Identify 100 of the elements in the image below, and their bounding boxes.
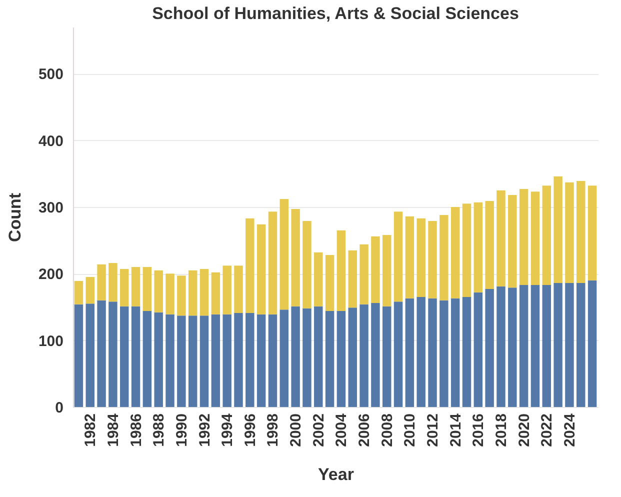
bar xyxy=(588,186,597,280)
bar xyxy=(211,314,220,407)
bar xyxy=(440,215,448,300)
y-axis-title: Count xyxy=(5,192,24,242)
bar xyxy=(519,189,528,285)
bar xyxy=(280,199,289,310)
bar xyxy=(588,280,597,407)
bar xyxy=(450,298,460,407)
x-tick-label: 2020 xyxy=(516,414,533,447)
x-tick-label: 2000 xyxy=(288,414,305,447)
bar xyxy=(336,311,346,407)
bar xyxy=(519,285,528,407)
bar xyxy=(256,314,266,407)
x-tick-label: 2004 xyxy=(333,412,350,447)
bar xyxy=(177,316,186,407)
bar xyxy=(108,263,118,302)
x-tick-label: 2016 xyxy=(470,414,488,447)
bar xyxy=(234,266,243,313)
bar xyxy=(325,255,334,311)
y-tick-label: 100 xyxy=(38,332,64,350)
bar xyxy=(416,218,426,297)
bar xyxy=(302,308,312,407)
bar xyxy=(394,212,403,302)
x-tick-label: 1996 xyxy=(242,414,259,447)
x-tick-label: 2006 xyxy=(356,414,374,447)
bar xyxy=(97,264,106,300)
bar xyxy=(120,269,129,306)
x-tick-label: 1984 xyxy=(104,412,122,447)
bar xyxy=(428,298,437,407)
bar xyxy=(394,302,403,407)
bar xyxy=(154,312,163,407)
bar xyxy=(565,283,574,407)
bar xyxy=(474,292,483,407)
bar xyxy=(530,192,540,285)
y-tick-label: 500 xyxy=(38,66,64,84)
bar xyxy=(188,316,198,407)
bar xyxy=(554,176,562,283)
x-tick-label: 2010 xyxy=(402,414,419,447)
x-tick-label: 2024 xyxy=(561,412,578,447)
y-tick-label: 400 xyxy=(38,132,64,150)
bar xyxy=(382,306,392,407)
bar xyxy=(462,204,472,297)
bar xyxy=(450,207,460,298)
bar xyxy=(177,276,186,316)
x-tick-label: 2018 xyxy=(492,414,510,447)
bar xyxy=(246,313,254,407)
x-tick-label: 2008 xyxy=(378,414,396,447)
y-tick-label: 0 xyxy=(55,400,64,416)
bar xyxy=(268,212,278,314)
bar xyxy=(485,289,494,407)
bar xyxy=(188,270,198,316)
x-tick-label: 1986 xyxy=(128,414,145,447)
bar xyxy=(440,300,448,407)
bar xyxy=(314,252,323,306)
bar xyxy=(371,303,380,407)
bar xyxy=(200,316,209,407)
bar xyxy=(97,300,106,407)
bar xyxy=(576,181,586,283)
bar xyxy=(302,221,312,308)
bar xyxy=(542,186,552,285)
bar xyxy=(405,216,414,298)
x-tick-label: 2014 xyxy=(447,412,464,447)
bar xyxy=(268,314,278,407)
bar xyxy=(485,201,494,289)
bar xyxy=(405,298,414,407)
bar xyxy=(508,195,517,288)
bar xyxy=(222,314,232,407)
bar xyxy=(256,224,266,314)
bar xyxy=(142,311,152,407)
bar xyxy=(74,304,84,407)
bar xyxy=(154,270,163,312)
bar xyxy=(108,302,118,407)
bar xyxy=(462,297,472,407)
bar xyxy=(325,311,334,407)
bar xyxy=(74,281,84,304)
bar xyxy=(348,250,357,308)
x-tick-label: 2002 xyxy=(310,414,328,447)
bar xyxy=(360,244,368,304)
bar xyxy=(576,283,586,407)
bar xyxy=(131,306,140,407)
bar xyxy=(496,190,506,286)
y-tick-label: 200 xyxy=(38,266,64,284)
bar xyxy=(496,286,506,407)
bar xyxy=(336,230,346,311)
bar xyxy=(86,277,94,304)
bar xyxy=(131,267,140,306)
bar xyxy=(291,306,300,407)
bar xyxy=(142,267,152,311)
bar xyxy=(554,283,562,407)
bar xyxy=(348,308,357,407)
x-tick-label: 1992 xyxy=(196,414,214,447)
bar xyxy=(314,306,323,407)
bar xyxy=(428,221,437,298)
bar xyxy=(200,269,209,316)
bar xyxy=(222,266,232,314)
bar xyxy=(166,274,174,314)
x-tick-label: 2022 xyxy=(538,414,556,447)
x-tick-label: 2012 xyxy=(424,414,442,447)
bar xyxy=(508,288,517,407)
x-axis-title: Year xyxy=(318,464,354,484)
